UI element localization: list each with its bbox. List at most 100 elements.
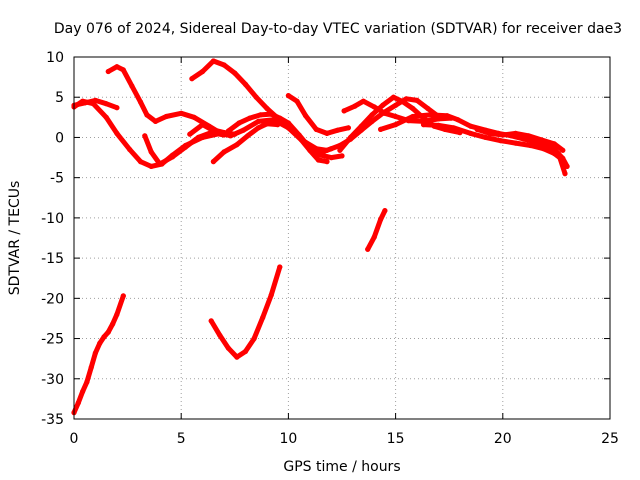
data-point <box>200 68 206 75</box>
x-tick-label: 5 <box>177 431 186 447</box>
data-point <box>129 83 135 89</box>
data-point <box>101 334 107 340</box>
data-point <box>255 118 261 124</box>
data-point <box>525 137 532 143</box>
data-point <box>315 157 321 163</box>
y-tick-label: -15 <box>41 251 64 267</box>
data-point <box>285 120 291 126</box>
data-point <box>551 141 557 147</box>
data-point <box>474 126 480 132</box>
data-point <box>120 67 126 73</box>
data-point <box>358 123 364 129</box>
data-point <box>114 311 120 317</box>
data-point <box>277 115 283 121</box>
data-point <box>127 146 133 153</box>
series-layer <box>71 58 570 416</box>
data-point <box>110 321 116 327</box>
y-tick-label: 5 <box>55 90 64 106</box>
series-line-trace-f <box>189 58 334 156</box>
y-tick-label: -10 <box>41 211 64 227</box>
data-point <box>163 113 169 120</box>
data-point <box>348 134 354 140</box>
data-point <box>277 264 283 270</box>
data-point <box>294 98 300 104</box>
data-point <box>564 163 570 169</box>
data-point <box>378 216 384 223</box>
data-point <box>137 159 144 165</box>
data-point <box>260 315 266 321</box>
data-point <box>264 105 270 112</box>
data-point <box>189 76 195 82</box>
data-point <box>313 146 319 152</box>
data-point <box>500 132 506 138</box>
data-point <box>208 318 214 324</box>
data-point <box>221 62 227 68</box>
data-point <box>324 147 330 153</box>
data-point <box>399 98 405 104</box>
data-point <box>390 94 397 100</box>
data-point <box>242 348 249 354</box>
data-point <box>210 58 216 64</box>
data-point <box>487 130 493 136</box>
series-line-trace-r <box>208 264 283 360</box>
y-tick-label: -25 <box>41 332 64 348</box>
data-point <box>255 125 261 131</box>
data-point <box>114 105 120 111</box>
data-point <box>268 111 274 117</box>
data-point <box>257 112 264 118</box>
data-point <box>403 96 409 102</box>
x-tick-label: 0 <box>70 431 79 447</box>
data-point <box>313 126 319 132</box>
y-tick-label: -20 <box>41 291 64 307</box>
data-point <box>444 113 450 119</box>
data-point <box>337 147 343 153</box>
data-point <box>468 130 474 136</box>
y-tick-label: 0 <box>55 130 64 146</box>
data-point <box>339 153 345 159</box>
data-point <box>208 126 214 132</box>
data-point <box>247 115 253 121</box>
data-point <box>335 127 341 133</box>
data-point <box>200 122 206 128</box>
data-point <box>92 350 98 356</box>
data-point <box>345 125 351 131</box>
data-point <box>427 112 433 118</box>
data-point <box>455 117 461 123</box>
data-point <box>80 389 86 395</box>
data-point <box>221 130 227 136</box>
data-point <box>187 131 193 137</box>
data-point <box>410 113 416 120</box>
data-point <box>90 101 96 107</box>
y-tick-label: 10 <box>46 50 64 66</box>
data-point <box>382 110 388 116</box>
data-point <box>365 246 371 252</box>
series-line-trace-l <box>341 98 454 124</box>
data-point <box>120 293 126 299</box>
data-point <box>352 103 358 109</box>
data-point <box>152 118 159 124</box>
data-point <box>80 98 86 104</box>
data-point <box>144 112 150 118</box>
data-point <box>498 138 504 144</box>
data-point <box>105 68 111 75</box>
data-point <box>435 122 442 128</box>
x-tick-label: 10 <box>279 431 297 447</box>
data-point <box>341 108 347 114</box>
data-point <box>393 122 399 128</box>
x-tick-label: 15 <box>387 431 405 447</box>
data-point <box>513 140 519 146</box>
series-line-trace-c <box>105 64 330 165</box>
data-point <box>560 147 566 153</box>
data-point <box>245 133 251 139</box>
data-point <box>105 329 111 335</box>
data-point <box>468 123 474 129</box>
data-point <box>275 122 281 128</box>
data-point <box>328 155 334 161</box>
data-point <box>562 171 568 177</box>
data-point <box>393 102 399 108</box>
data-point <box>148 163 154 169</box>
data-point <box>296 132 302 138</box>
tick-layer: 0 5 10 15 20 25 10 5 0 -5 -10 -15 -20 -25 -30 -35 <box>41 50 619 447</box>
data-point <box>178 110 184 116</box>
